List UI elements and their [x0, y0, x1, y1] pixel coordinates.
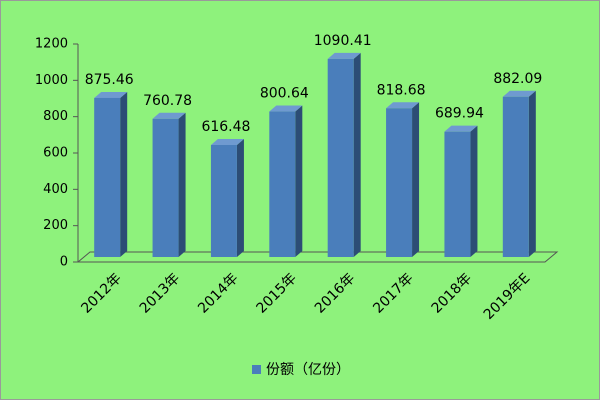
bar-side: [353, 52, 361, 258]
bar-top: [502, 90, 536, 97]
data-label: 616.48: [201, 119, 250, 135]
bar: [94, 97, 121, 257]
bar-top: [94, 91, 128, 98]
bar-top: [269, 105, 303, 112]
bar: [210, 145, 237, 257]
y-tick-label: 800: [43, 109, 68, 124]
bar-side: [178, 112, 186, 258]
bar-top: [386, 102, 420, 109]
bar-side: [470, 125, 478, 258]
bar: [502, 96, 529, 257]
data-label: 800.64: [260, 86, 309, 102]
floor: [76, 251, 559, 263]
bar-side: [412, 102, 420, 257]
bar-side: [120, 91, 128, 257]
y-tick-label: 200: [43, 218, 68, 233]
bar: [269, 111, 296, 257]
bar-top: [444, 125, 478, 132]
bar-top: [327, 52, 361, 59]
data-label: 875.46: [85, 72, 134, 88]
legend-swatch: [252, 365, 261, 374]
data-label: 818.68: [377, 82, 426, 98]
data-label: 760.78: [143, 93, 192, 109]
data-label: 689.94: [435, 106, 484, 122]
y-tick-label: 0: [60, 255, 68, 270]
data-label: 882.09: [493, 71, 542, 87]
y-tick-label: 1000: [35, 73, 68, 88]
bar-side: [236, 139, 244, 257]
bar-side: [528, 90, 536, 257]
legend-label: 份额（亿份）: [266, 362, 350, 378]
bar-side: [295, 105, 303, 257]
bar-top: [152, 112, 186, 119]
bar: [327, 58, 354, 258]
y-tick-label: 400: [43, 182, 68, 197]
bar: [386, 108, 413, 257]
data-label: 1090.41: [314, 33, 372, 49]
y-tick-label: 600: [43, 146, 68, 161]
bar: [444, 131, 471, 257]
bar: [152, 118, 179, 258]
bar-top: [210, 139, 244, 146]
y-tick-label: 1200: [35, 37, 68, 52]
